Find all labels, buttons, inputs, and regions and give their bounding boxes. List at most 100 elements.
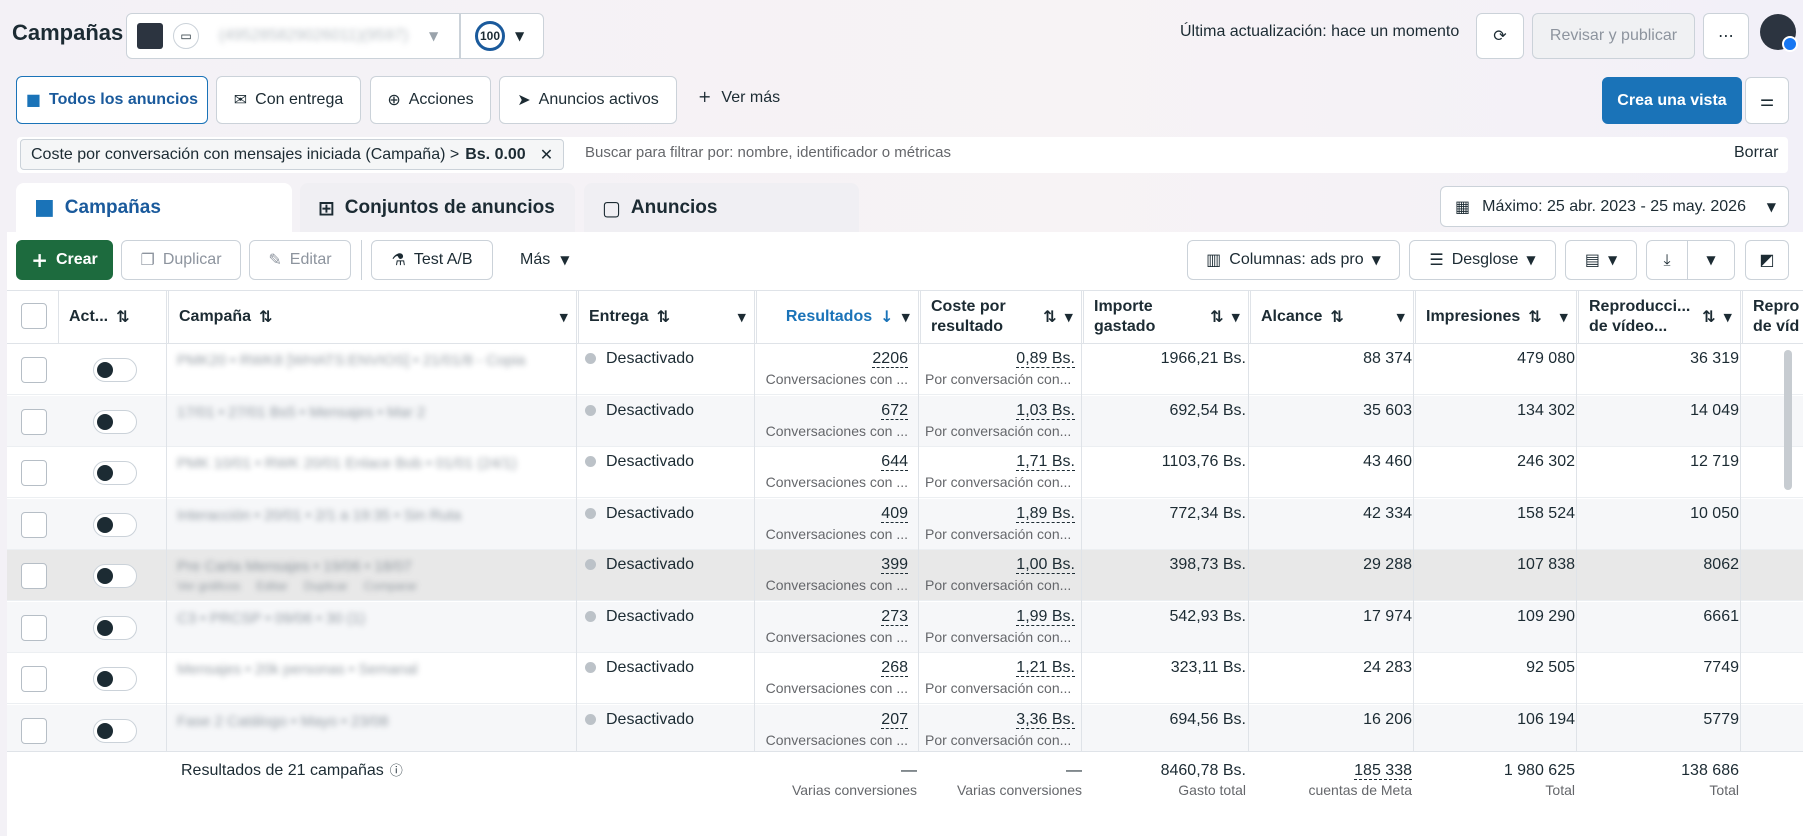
header-impressions[interactable]: Impresiones ⇅ ▼ [1416,291,1579,343]
row-checkbox[interactable] [21,666,47,692]
more-button[interactable]: Más ▼ [520,251,569,269]
tab-active-ads[interactable]: ➤ Anuncios activos [499,76,677,124]
account-selector[interactable]: ▭ (495285829026011)(9597) ▼ [126,13,460,59]
create-button[interactable]: + Crear [16,240,113,280]
campaign-name[interactable]: PMK 10/01 • RWK 20/01 Enlace Bob • 01/01… [177,455,517,472]
campaign-name[interactable]: Pre Carta Mensajes • 19/06 • 18/07 [177,558,412,575]
campaign-name[interactable]: Interacción • 20/01 • 2/1 a 19:35 • Sin … [177,506,462,524]
view-settings-button[interactable]: ⚌ [1745,77,1789,124]
header-campaign[interactable]: Campaña ⇅ ▼ [169,291,579,343]
row-action-edit[interactable]: Editar [256,579,288,593]
vertical-scrollbar[interactable] [1784,350,1792,490]
cost-value[interactable]: 1,89 Bs. [1016,504,1075,523]
campaign-toggle[interactable] [93,358,137,382]
score-selector[interactable]: 100 ▼ [460,13,544,59]
row-actions[interactable]: Ver gráficos Editar Duplicar Comparar [177,579,567,597]
campaign-name[interactable]: Mensajes • 20k personas • Semanal [177,661,418,678]
row-checkbox[interactable] [21,563,47,589]
campaign-toggle[interactable] [93,718,137,743]
info-icon[interactable]: ⓘ [389,763,403,779]
table-row[interactable]: Interacción • 20/01 • 2/1 a 19:35 • Sin … [7,498,1803,550]
campaign-toggle[interactable] [93,564,137,588]
table-row[interactable]: Pre Carta Mensajes • 19/06 • 18/07 Desact… [7,550,1803,601]
cost-value[interactable]: 1,21 Bs. [1016,659,1075,677]
row-checkbox[interactable] [21,357,47,383]
table-row[interactable]: PMK20 • RWK8 [WHATS:ENVIOS] • 21/01/8 - … [7,344,1803,395]
row-action-duplicate[interactable]: Duplicar [303,579,348,593]
campaign-name[interactable]: C3 • PRCSP • 09/06 • 30 (1) [177,609,366,627]
create-view-button[interactable]: Crea una vista [1602,77,1742,124]
row-checkbox[interactable] [21,511,47,538]
row-checkbox[interactable] [21,614,47,641]
cost-value[interactable]: 1,71 Bs. [1016,453,1075,471]
select-all-checkbox[interactable] [21,303,47,329]
cost-value[interactable]: 1,99 Bs. [1016,607,1075,626]
tab-adsets[interactable]: ⊞ Conjuntos de anuncios [300,183,575,233]
results-value[interactable]: 268 [881,659,908,677]
row-checkbox[interactable] [21,460,47,486]
results-value[interactable]: 672 [881,401,908,420]
header-video-extra[interactable]: Repro de víd [1743,291,1803,343]
tab-with-delivery[interactable]: ✉ Con entrega [216,76,361,124]
export-button[interactable]: ⤓ [1646,240,1688,280]
ab-test-button[interactable]: ⚗ Test A/B [371,240,493,280]
results-value[interactable]: 644 [881,453,908,471]
header-video-plays[interactable]: Reproducci... de vídeo... ⇅ ▼ [1579,291,1743,343]
row-checkbox[interactable] [21,408,47,435]
charts-button[interactable]: ◩ [1745,240,1789,280]
header-active[interactable]: Act... ⇅ [59,291,169,343]
results-value[interactable]: 2206 [872,350,908,368]
tab-ads[interactable]: ▢ Anuncios [584,183,859,233]
clear-filters-button[interactable]: Borrar [1734,144,1779,161]
header-results[interactable]: Resultados ↓ ▼ [757,291,921,343]
reports-button[interactable]: ▤ ▼ [1565,240,1637,280]
table-row[interactable]: PMK 10/01 • RWK 20/01 Enlace Bob • 01/01… [7,447,1803,498]
cost-value[interactable]: 1,00 Bs. [1016,556,1075,574]
columns-button[interactable]: ▥ Columnas: ads pro ▼ [1187,240,1400,280]
search-input[interactable]: Buscar para filtrar por: nombre, identif… [585,144,951,161]
row-action-view[interactable]: Ver gráficos [177,579,241,593]
campaign-name[interactable]: PMK20 • RWK8 [WHATS:ENVIOS] • 21/01/8 - … [177,352,526,369]
cost-value[interactable]: 3,36 Bs. [1016,710,1075,729]
campaign-name[interactable]: 17/01 • 27/01 Bs5 • Mensajes • Mar 2 [177,403,426,421]
spent-cell: 398,73 Bs. [1169,556,1247,573]
duplicate-button[interactable]: ❐ Duplicar [121,240,241,280]
results-value[interactable]: 273 [881,607,908,626]
header-cost-per-result[interactable]: Coste por resultado ⇅ ▼ [921,291,1084,343]
row-action-compare[interactable]: Comparar [363,579,418,593]
campaign-toggle[interactable] [93,512,137,537]
tab-actions[interactable]: ⊕ Acciones [370,76,491,124]
campaign-toggle[interactable] [93,461,137,485]
results-value[interactable]: 207 [881,710,908,729]
results-value[interactable]: 399 [881,556,908,574]
date-range-picker[interactable]: ▦ Máximo: 25 abr. 2023 - 25 may. 2026 ▼ [1440,186,1789,227]
tab-all-ads[interactable]: ■ Todos los anuncios [16,76,208,124]
campaign-toggle[interactable] [93,615,137,640]
header-delivery[interactable]: Entrega ⇅ ▼ [579,291,757,343]
campaign-toggle[interactable] [93,409,137,434]
row-checkbox[interactable] [21,717,47,744]
more-options-button[interactable]: ⋯ [1703,13,1749,59]
table-row[interactable]: Fase 2 Catálogo • Mayo • 23/08 Desactivad… [7,704,1803,756]
filter-chip[interactable]: Coste por conversación con mensajes inic… [20,139,565,170]
review-publish-button[interactable]: Revisar y publicar [1532,13,1695,59]
tab-campaigns[interactable]: ■ Campañas [16,183,292,233]
results-value[interactable]: 409 [881,504,908,523]
table-row[interactable]: C3 • PRCSP • 09/06 • 30 (1) Desactivado 27… [7,601,1803,653]
header-amount-spent[interactable]: Importe gastado ⇅ ▼ [1084,291,1251,343]
campaign-toggle[interactable] [93,667,137,691]
export-options-button[interactable]: ▼ [1687,240,1735,280]
table-row[interactable]: 17/01 • 27/01 Bs5 • Mensajes • Mar 2 Desa… [7,395,1803,447]
table-row[interactable]: Mensajes • 20k personas • Semanal Desacti… [7,653,1803,704]
cost-value[interactable]: 0,89 Bs. [1016,350,1075,368]
see-more-button[interactable]: + Ver más [698,89,780,107]
results-cell: 273 Conversaciones con ... [761,607,908,659]
header-reach[interactable]: Alcance ⇅ ▼ [1251,291,1416,343]
edit-button[interactable]: ✎ Editar [249,240,351,280]
breakdown-button[interactable]: ☰ Desglose ▼ [1409,240,1556,280]
campaign-name[interactable]: Fase 2 Catálogo • Mayo • 23/08 [177,712,389,730]
cost-value[interactable]: 1,03 Bs. [1016,401,1075,420]
close-icon[interactable]: ✕ [539,144,554,164]
refresh-button[interactable]: ⟳ [1476,13,1524,59]
profile-avatar[interactable] [1760,14,1798,52]
